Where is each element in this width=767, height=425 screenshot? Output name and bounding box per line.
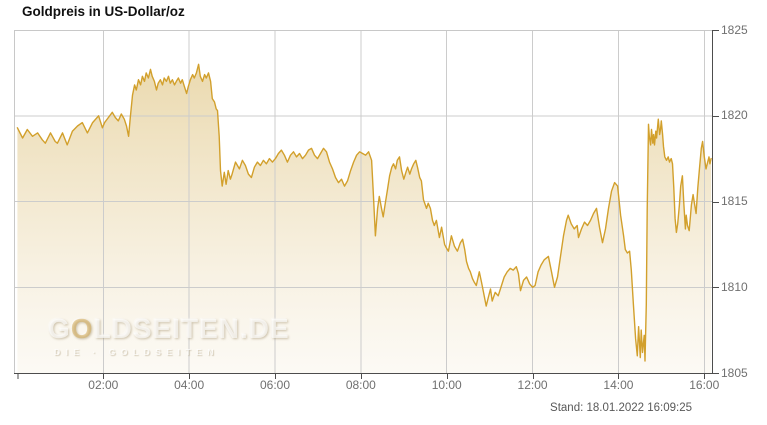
timestamp-label: Stand: 18.01.2022 16:09:25 [550, 402, 692, 414]
chart-title: Goldpreis in US-Dollar/oz [22, 4, 185, 19]
x-axis-label: 10:00 [431, 378, 462, 392]
axis-ticks [17, 30, 719, 379]
y-axis-label: 1810 [721, 279, 748, 294]
price-area-fill [17, 64, 712, 374]
y-axis-label: 1825 [721, 22, 748, 37]
price-line [16, 63, 712, 362]
plot-frame [14, 30, 713, 374]
x-axis-label: 04:00 [174, 378, 205, 392]
x-axis-label: 16:00 [689, 378, 720, 392]
x-axis-label: 06:00 [259, 378, 290, 392]
y-axis-label: 1815 [721, 194, 748, 208]
x-axis-label: 02:00 [88, 378, 119, 392]
x-axis-label: 12:00 [517, 378, 548, 392]
y-axis-label: 1820 [721, 108, 748, 123]
y-axis-label: 1805 [721, 365, 748, 380]
x-axis-label: 14:00 [603, 378, 634, 392]
x-axis-label: 08:00 [345, 378, 376, 392]
